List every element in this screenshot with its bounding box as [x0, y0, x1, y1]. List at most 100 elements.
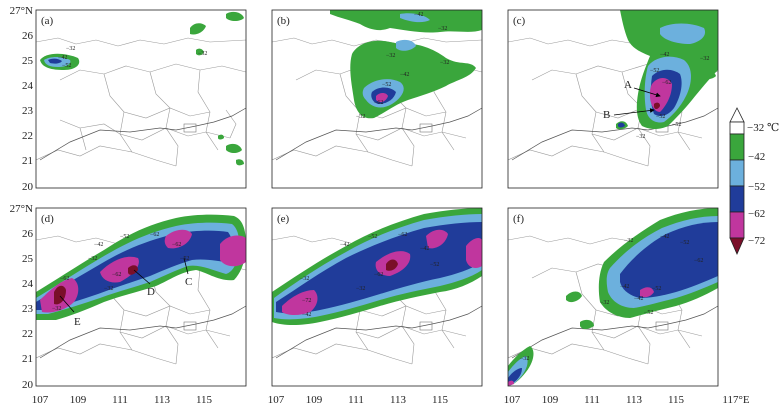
contour-label: −52: [656, 114, 665, 120]
contour-label: −42: [414, 12, 423, 18]
lat-tick: 24: [22, 278, 34, 290]
lon-tick: 111: [584, 394, 600, 406]
colorbar-segment: [729, 133, 745, 161]
callout-c: C: [185, 276, 192, 288]
lon-tick: 109: [70, 394, 87, 406]
lat-tick: 25: [22, 253, 34, 265]
callout-b: B: [603, 109, 610, 121]
colorbar-segment: [729, 121, 745, 135]
contour-label: −32: [356, 286, 365, 292]
contour-label: −32: [700, 56, 709, 62]
colorbar-tick: −72: [748, 235, 765, 247]
cloud-shading: [508, 208, 718, 386]
lon-tick: 111: [112, 394, 128, 406]
contour-label: −32: [66, 46, 75, 52]
panel-label: (e): [277, 213, 290, 225]
lat-tick: 27°N: [10, 5, 33, 17]
lat-tick: 22: [22, 328, 33, 340]
panel-b: (b) −42 −32 −32 −32 −52 −42 −62 −32: [271, 9, 483, 189]
lat-tick: 27°N: [10, 203, 33, 215]
contour-label: −62: [374, 272, 383, 278]
colorbar: −32 ℃ −42 −52 −62 −72: [729, 107, 779, 255]
contour-label: −62: [112, 272, 121, 278]
lat-tick: 22: [22, 130, 33, 142]
contour-label: −42: [94, 242, 103, 248]
lon-tick: 115: [668, 394, 685, 406]
callout-d: D: [147, 286, 155, 298]
contour-label: −62: [374, 100, 383, 106]
contour-label: −62: [60, 276, 69, 282]
panel-label: (d): [41, 213, 54, 225]
colorbar-segment: [729, 159, 745, 187]
cloud-shading: [330, 10, 482, 119]
contour-labels: −32 −42 −52 −62 −52 −32 −52: [636, 52, 709, 140]
contour-label: −32: [624, 238, 633, 244]
lat-tick: 23: [22, 105, 34, 117]
contour-label: −52: [652, 286, 661, 292]
callout-arrows: [59, 257, 189, 313]
contour-label: −52: [650, 68, 659, 74]
panel-a: (a) −32 −42 −52 −32: [35, 9, 247, 189]
lon-tick: 113: [390, 394, 407, 406]
contour-label: −62: [172, 242, 181, 248]
coastline: [275, 305, 482, 359]
colorbar-segment: [729, 211, 745, 239]
colorbar-tick: −52: [748, 181, 765, 193]
lat-tick: 26: [22, 228, 34, 240]
cloud-shading: [40, 11, 244, 166]
panel-label: (a): [41, 15, 54, 27]
contour-label: −32: [438, 26, 447, 32]
contour-label: −32: [88, 256, 97, 262]
panel-label: (f): [513, 213, 524, 225]
contour-label: −32: [636, 134, 645, 140]
coastline: [511, 305, 718, 359]
contour-label: −42: [400, 72, 409, 78]
contour-label: −72: [302, 298, 311, 304]
contour-label: −52: [368, 234, 377, 240]
panel-c: (c) A B −32 −42 −52 −62 −52 −32 −52: [507, 9, 719, 189]
coastline: [275, 107, 482, 161]
contour-label: −42: [660, 234, 669, 240]
contour-label: −42: [58, 55, 67, 61]
contour-label: −42: [302, 312, 311, 318]
contour-label: −32: [440, 60, 449, 66]
contour-label: −52: [62, 63, 71, 69]
lon-tick: 107: [268, 394, 285, 406]
panel-label: (b): [277, 15, 290, 27]
contour-labels: −42 −52 −62 −62 −62 −62 −52 −32 −32 −32: [52, 232, 189, 312]
lat-tick: 20: [22, 181, 34, 193]
contour-label: −32: [104, 286, 113, 292]
lat-tick: 26: [22, 30, 34, 42]
lon-tick: 107: [504, 394, 521, 406]
contour-label: −62: [398, 232, 407, 238]
colorbar-tick: −62: [748, 208, 765, 220]
contour-label: −42: [660, 52, 669, 58]
colorbar-tick: −32 ℃: [747, 122, 779, 134]
cloud-shading: [616, 10, 718, 130]
contour-labels: −42 −52 −62 −42 −52 −62 −72 −32 −32 −42: [300, 232, 439, 318]
colorbar-segment: [729, 185, 745, 213]
contour-label: −42: [620, 284, 629, 290]
contour-label: −42: [634, 296, 643, 302]
lon-tick: 115: [196, 394, 213, 406]
lat-tick: 21: [22, 155, 33, 167]
province-boundaries: [36, 37, 246, 167]
contour-label: −42: [420, 246, 429, 252]
callout-e: E: [74, 316, 81, 328]
lat-tick: 24: [22, 80, 34, 92]
panel-e: (e) −42 −52 −62 −42 −52 −62 −72 −32 −32 …: [271, 207, 483, 387]
panel-d: (d) D C E −42 −52 −62 −62 −62 −62 −52 −3…: [35, 207, 247, 387]
latitude-axis-top: 27°N 26 25 24 23 22 21 20: [10, 5, 34, 193]
contour-label: −62: [694, 258, 703, 264]
coastline: [39, 107, 246, 161]
lon-tick: 109: [306, 394, 323, 406]
contour-label: −32: [600, 300, 609, 306]
contour-label: −32: [520, 356, 529, 362]
lon-tick: 107: [32, 394, 49, 406]
panel-f: (f) −32 −42 −52 −62 −42 −32 −42 −52 −52 …: [507, 207, 719, 387]
lat-tick: 25: [22, 55, 34, 67]
longitude-axis-panel-e: 107 109 111 113 115: [268, 394, 449, 406]
lat-tick: 20: [22, 379, 34, 391]
lon-tick: 109: [542, 394, 559, 406]
